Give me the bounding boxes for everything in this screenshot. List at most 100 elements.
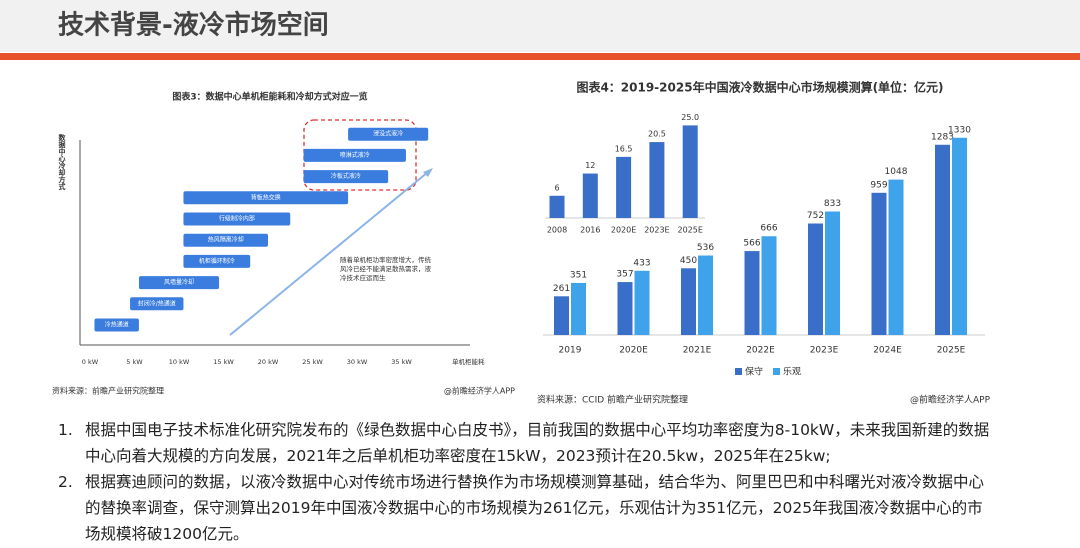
value-label: 20.5 bbox=[648, 130, 666, 139]
note-text: 根据中国电子技术标准化研究院发布的《绿色数据中心白皮书》，目前我国的数据中心平均… bbox=[85, 421, 990, 465]
chart-title: 图表3：数据中心单机柜能耗和冷却方式对应一览 bbox=[172, 91, 367, 103]
range-box bbox=[183, 254, 251, 268]
range-label: 冷热通道 bbox=[105, 321, 129, 329]
range-box bbox=[303, 148, 406, 162]
x-tick-label: 2008 bbox=[547, 226, 567, 235]
annotation: 风冷已经不能满足散热需求，液 bbox=[340, 264, 432, 273]
x-tick-label: 2023E bbox=[810, 346, 839, 356]
value-label: 433 bbox=[633, 258, 650, 268]
range-label: 风墙量冷却 bbox=[164, 278, 194, 286]
x-tick-label: 2020E bbox=[611, 226, 636, 235]
x-tick-label: 35 kW bbox=[391, 358, 412, 366]
note: 2. 根据赛迪顾问的数据，以液冷数据中心对传统市场进行替换作为市场规模测算基础，结… bbox=[52, 469, 992, 547]
bar bbox=[761, 236, 777, 335]
bar bbox=[549, 195, 565, 218]
note: 1. 根据中国电子技术标准化研究院发布的《绿色数据中心白皮书》，目前我国的数据中心… bbox=[52, 417, 992, 469]
credit: @前瞻经济学人APP bbox=[910, 394, 991, 406]
x-tick-label: 2022E bbox=[746, 346, 775, 356]
annotation: 随着单机柜功率密度增大，传统 bbox=[340, 255, 432, 264]
header-rule bbox=[0, 53, 1080, 60]
value-label: 6 bbox=[554, 183, 559, 192]
x-tick-label: 30 kW bbox=[347, 358, 368, 366]
source: 资料来源：CCID 前瞻产业研究院整理 bbox=[537, 394, 688, 406]
range-box bbox=[138, 276, 220, 290]
y-axis-label: 数据中心冷却方式 bbox=[58, 133, 67, 191]
highlight-box bbox=[303, 119, 417, 191]
bar bbox=[682, 125, 698, 218]
chart-title: 图表4：2019-2025年中国液冷数据中心市场规模测算(单位：亿元) bbox=[576, 80, 943, 95]
bar bbox=[744, 251, 760, 335]
range-label: 喷淋式液冷 bbox=[340, 151, 370, 159]
bar bbox=[871, 192, 887, 335]
x-axis-label: 单机柜能耗 bbox=[452, 357, 485, 366]
range-label: 冷板式液冷 bbox=[331, 172, 361, 180]
x-tick-label: 2025E bbox=[677, 226, 702, 235]
range-box bbox=[130, 297, 184, 311]
x-tick-label: 2019 bbox=[559, 346, 582, 356]
note-number: 1. bbox=[58, 421, 73, 439]
x-tick-label: 2020E bbox=[619, 346, 648, 356]
bar bbox=[698, 255, 713, 335]
range-box bbox=[348, 127, 429, 141]
bar bbox=[616, 156, 632, 218]
range-label: 热风隔离冷却 bbox=[208, 236, 244, 244]
value-label: 566 bbox=[743, 239, 760, 249]
value-label: 351 bbox=[570, 270, 587, 280]
x-tick-label: 0 kW bbox=[82, 358, 99, 366]
bar bbox=[634, 270, 650, 335]
x-tick-label: 25 kW bbox=[302, 358, 323, 366]
range-label: 机柜循环制冷 bbox=[199, 257, 235, 265]
value-label: 536 bbox=[697, 243, 714, 253]
note-number: 2. bbox=[58, 473, 73, 491]
range-box bbox=[94, 318, 139, 332]
range-box bbox=[183, 212, 291, 226]
arrow-head bbox=[423, 168, 433, 177]
range-label: 行级制冷内部 bbox=[219, 215, 255, 223]
bar bbox=[825, 211, 840, 335]
bar bbox=[935, 144, 950, 335]
x-tick-label: 5 kW bbox=[126, 358, 143, 366]
range-box bbox=[183, 191, 349, 205]
bar bbox=[582, 173, 598, 218]
slide-title: 技术背景-液冷市场空间 bbox=[58, 10, 329, 41]
notes: 1. 根据中国电子技术标准化研究院发布的《绿色数据中心白皮书》，目前我国的数据中心… bbox=[52, 417, 992, 547]
header-band bbox=[0, 0, 1080, 52]
annotation: 冷技术应运而生 bbox=[340, 273, 386, 282]
note-text: 根据赛迪顾问的数据，以液冷数据中心对传统市场进行替换作为市场规模测算基础，结合华… bbox=[85, 473, 985, 543]
value-label: 833 bbox=[824, 199, 841, 209]
x-tick-label: 15 kW bbox=[213, 358, 234, 366]
x-tick-label: 2024E bbox=[873, 346, 902, 356]
value-label: 959 bbox=[870, 180, 887, 190]
bar bbox=[808, 223, 823, 335]
value-label: 25.0 bbox=[681, 113, 699, 122]
legend-label: 保守 bbox=[745, 366, 763, 378]
x-tick-label: 2023E bbox=[644, 226, 669, 235]
x-tick-label: 2021E bbox=[683, 346, 712, 356]
bar bbox=[681, 268, 696, 335]
value-label: 752 bbox=[807, 211, 824, 221]
value-label: 357 bbox=[616, 270, 633, 280]
value-label: 261 bbox=[553, 284, 570, 294]
value-label: 666 bbox=[760, 224, 777, 234]
bar bbox=[649, 142, 665, 218]
bar bbox=[571, 282, 586, 335]
x-tick-label: 20 kW bbox=[258, 358, 279, 366]
value-label: 1283 bbox=[931, 132, 954, 142]
value-label: 12 bbox=[585, 161, 595, 170]
range-label: 浸没式液冷 bbox=[373, 130, 403, 138]
source: 资料来源：前瞻产业研究院整理 bbox=[52, 386, 164, 396]
bar bbox=[554, 296, 569, 335]
legend-swatch bbox=[773, 368, 780, 375]
value-label: 16.5 bbox=[615, 144, 633, 153]
bar bbox=[888, 179, 904, 335]
range-box bbox=[183, 233, 268, 247]
range-label: 封闭冷/热通道 bbox=[138, 299, 176, 307]
bar bbox=[952, 137, 967, 335]
bar bbox=[617, 282, 633, 335]
credit: @前瞻经济学人APP bbox=[444, 386, 515, 396]
legend-swatch bbox=[735, 368, 742, 375]
value-label: 1330 bbox=[948, 125, 971, 135]
x-tick-label: 2016 bbox=[580, 226, 600, 235]
